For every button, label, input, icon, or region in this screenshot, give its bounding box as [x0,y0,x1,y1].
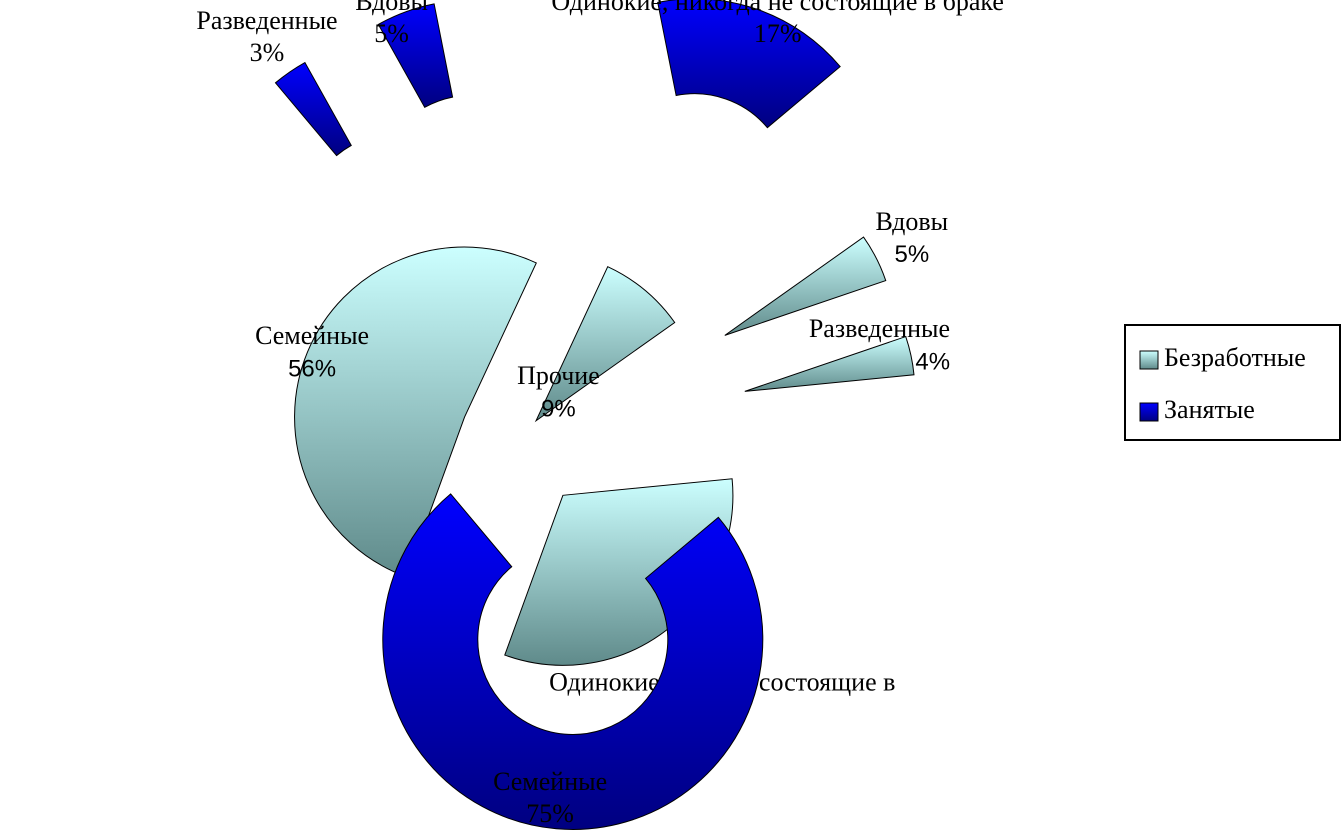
slice-label: Разведенные [809,314,950,343]
legend-box [1124,324,1341,441]
slice-label: Вдовы [875,207,948,236]
slice-label: Семейные [255,321,369,350]
plot: Семейные 56% Прочие 9% Вдовы 5% Разведенные 4% О… [196,0,1004,830]
legend-swatch [1139,350,1159,370]
slice-value-label: 3% [250,38,285,67]
slice-value-label: 75% [526,799,574,828]
slice [377,3,454,109]
slice [744,335,915,392]
slice-label: Разведенные [196,6,337,35]
slice-value-label: 56% [288,355,336,382]
slice-label: Вдовы [355,0,428,16]
legend: Безработные Занятые [1124,324,1341,441]
slice-label: Семейные [493,767,607,796]
slice-label: Одинокие, никогда не состоящие в браке [551,0,1004,16]
slice-label: Прочие [517,361,600,390]
slice [294,246,537,578]
legend-label: Занятые [1164,395,1255,424]
slice [274,61,352,157]
slice [657,0,841,129]
slice [534,266,676,423]
slice [382,493,764,830]
slice-value-label: 5% [894,241,929,268]
slice-value-label: 9% [541,395,576,422]
slice-value-label: 17% [754,19,802,48]
slice-value-label: 4% [915,348,950,375]
legend-label: Безработные [1164,343,1306,372]
slice [724,236,887,336]
slice-value-label: 5% [374,19,409,48]
legend-swatch [1139,402,1159,422]
